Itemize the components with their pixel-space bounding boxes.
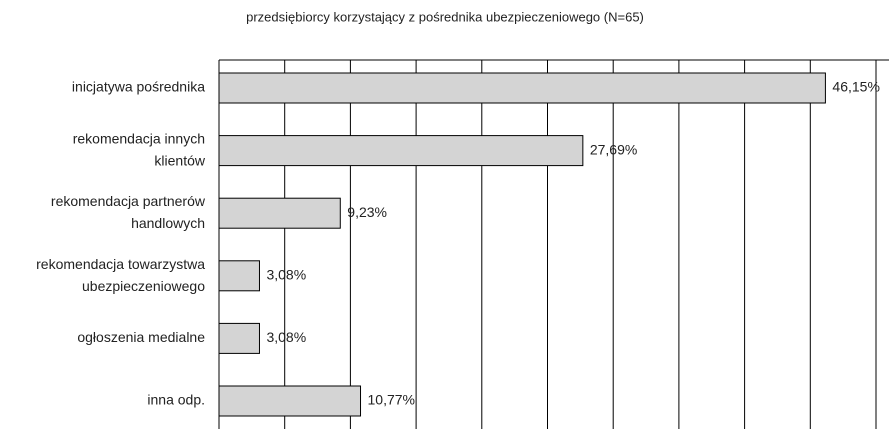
value-label: 10,77%	[368, 392, 415, 408]
value-label: 3,08%	[266, 329, 306, 345]
y-tick-label: rekomendacja innych klientów	[73, 130, 206, 168]
y-tick-label: inna odp.	[147, 392, 205, 408]
y-tick-label: inicjatywa pośrednika	[72, 79, 205, 95]
bar	[218, 385, 362, 417]
value-label: 9,23%	[347, 204, 387, 220]
y-tick-label: rekomendacja towarzystwa ubezpieczenioweg…	[36, 256, 205, 294]
value-label: 27,69%	[590, 141, 637, 157]
y-tick-label: rekomendacja partnerów handlowych	[51, 193, 206, 231]
value-label: 46,15%	[832, 79, 879, 95]
bar	[218, 135, 584, 167]
chart-title: przedsiębiorcy korzystający z pośrednika…	[246, 9, 644, 24]
y-tick-label: ogłoszenia medialne	[77, 329, 205, 345]
bar	[218, 197, 341, 229]
value-label: 3,08%	[266, 267, 306, 283]
bar	[218, 260, 260, 292]
bar	[218, 322, 260, 354]
bar	[218, 72, 826, 104]
